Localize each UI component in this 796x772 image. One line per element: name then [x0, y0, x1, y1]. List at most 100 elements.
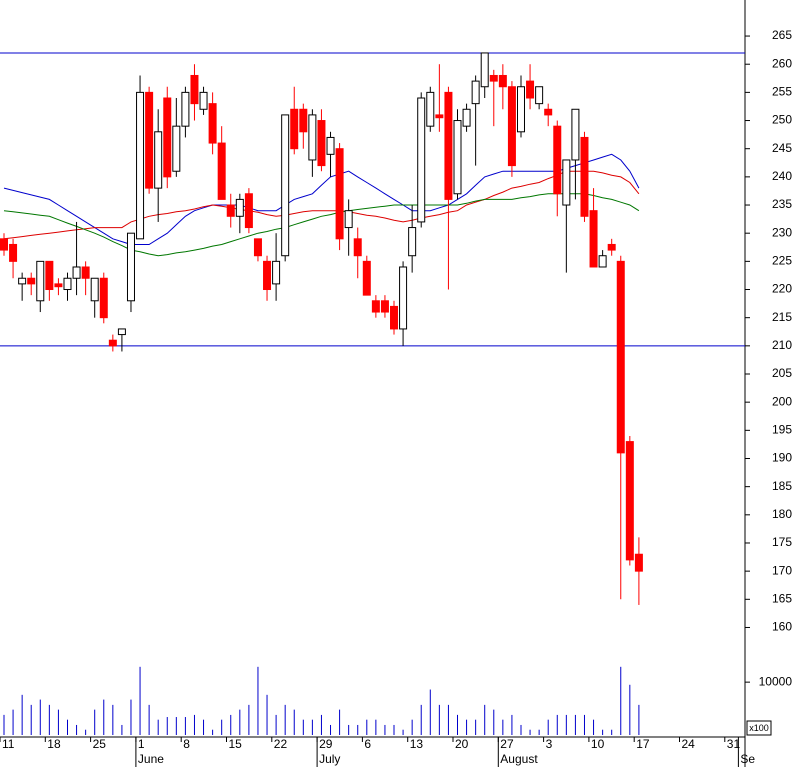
candle-body: [281, 114, 290, 257]
x-tick-label: 29: [319, 737, 333, 751]
volume-unit-label: x100: [749, 723, 769, 733]
x-tick-label: 13: [410, 737, 424, 751]
candle-body: [235, 198, 244, 217]
y-tick-label: 200: [772, 394, 792, 408]
x-tick-label: 17: [636, 737, 650, 751]
y-tick-label: 250: [772, 113, 792, 127]
candle-body: [616, 260, 625, 454]
candle-body: [136, 91, 145, 240]
candle-body: [571, 108, 580, 161]
candle-body: [353, 238, 362, 257]
month-label: June: [138, 752, 164, 766]
candle-body: [317, 120, 326, 167]
candle-body: [126, 232, 135, 302]
candle-body: [399, 266, 408, 330]
candle-body: [244, 193, 253, 229]
candle-body: [544, 108, 553, 116]
x-tick-label: 10: [591, 737, 605, 751]
candle-body: [308, 114, 317, 161]
x-tick-label: 22: [274, 737, 288, 751]
candle-body: [117, 328, 126, 336]
candle-body: [408, 227, 417, 257]
candle-body: [72, 266, 81, 279]
x-tick-label: 6: [364, 737, 371, 751]
candle-body: [526, 80, 535, 99]
x-tick-label: 15: [229, 737, 243, 751]
candle-body: [507, 86, 516, 167]
y-tick-label: 240: [772, 169, 792, 183]
candle-body: [63, 277, 72, 291]
candle-body: [326, 136, 335, 155]
x-tick-label: 1: [138, 737, 145, 751]
month-label: August: [500, 752, 538, 766]
candle-body: [435, 114, 444, 119]
candle-body: [299, 108, 308, 133]
y-tick-label: 235: [772, 197, 792, 211]
candle-body: [154, 131, 163, 189]
candle-body: [380, 300, 389, 313]
y-tick-label: 210: [772, 338, 792, 352]
candle-body: [598, 255, 607, 268]
x-tick-label: 11: [2, 737, 15, 751]
candle-body: [36, 260, 45, 302]
candle-body: [426, 91, 435, 127]
candle-body: [453, 120, 462, 195]
y-tick-label: 175: [772, 535, 792, 549]
candle-body: [190, 74, 199, 105]
candle-body: [390, 305, 399, 330]
candle-body: [272, 260, 281, 285]
y-tick-label: 185: [772, 479, 792, 493]
candle-body: [108, 339, 117, 347]
candle-body: [489, 74, 498, 82]
candle-body: [226, 204, 235, 217]
x-tick-label: 3: [546, 737, 553, 751]
x-tick-label: 20: [455, 737, 469, 751]
candle-body: [362, 260, 371, 296]
candle-body: [290, 108, 299, 150]
candle-body: [634, 553, 643, 572]
y-tick-label: 195: [772, 423, 792, 437]
x-tick-label: 25: [93, 737, 107, 751]
candle-body: [217, 142, 226, 200]
month-label: Se: [740, 752, 755, 766]
y-tick-label: 160: [772, 620, 792, 634]
candle-body: [54, 283, 63, 288]
candle-body: [344, 210, 353, 229]
candle-body: [27, 277, 36, 285]
moving-average: [3, 170, 640, 240]
y-tick-label: 170: [772, 563, 792, 577]
candle-body: [45, 260, 54, 291]
candle-body: [253, 238, 262, 257]
y-tick-label: 255: [772, 85, 792, 99]
candle-body: [9, 243, 18, 262]
candle-body: [172, 125, 181, 172]
x-tick-label: 24: [682, 737, 696, 751]
candle-body: [562, 159, 571, 206]
y-tick-label: 260: [772, 56, 792, 70]
candle-body: [625, 441, 634, 561]
candle-body: [553, 125, 562, 195]
moving-average: [3, 153, 640, 245]
candle-body: [444, 91, 453, 200]
y-tick-label: 230: [772, 225, 792, 239]
candle-body: [0, 238, 8, 251]
y-tick-label: 220: [772, 282, 792, 296]
candle-body: [181, 91, 190, 127]
candle-body: [335, 148, 344, 240]
y-tick-label: 265: [772, 28, 792, 42]
y-tick-label: 215: [772, 310, 792, 324]
candle-body: [471, 80, 480, 105]
candle-body: [163, 97, 172, 178]
candle-body: [199, 91, 208, 110]
candle-body: [208, 103, 217, 144]
candle-body: [145, 91, 154, 189]
x-tick-label: 8: [183, 737, 190, 751]
candle-body: [462, 108, 471, 127]
y-tick-label: 225: [772, 254, 792, 268]
candle-body: [263, 260, 272, 291]
y-tick-label: 180: [772, 507, 792, 521]
candle-body: [99, 277, 108, 319]
candle-body: [90, 277, 99, 302]
